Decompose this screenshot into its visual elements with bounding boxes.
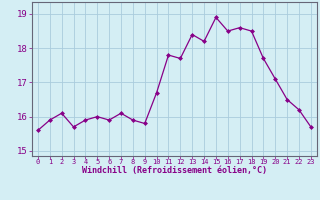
X-axis label: Windchill (Refroidissement éolien,°C): Windchill (Refroidissement éolien,°C): [82, 166, 267, 175]
